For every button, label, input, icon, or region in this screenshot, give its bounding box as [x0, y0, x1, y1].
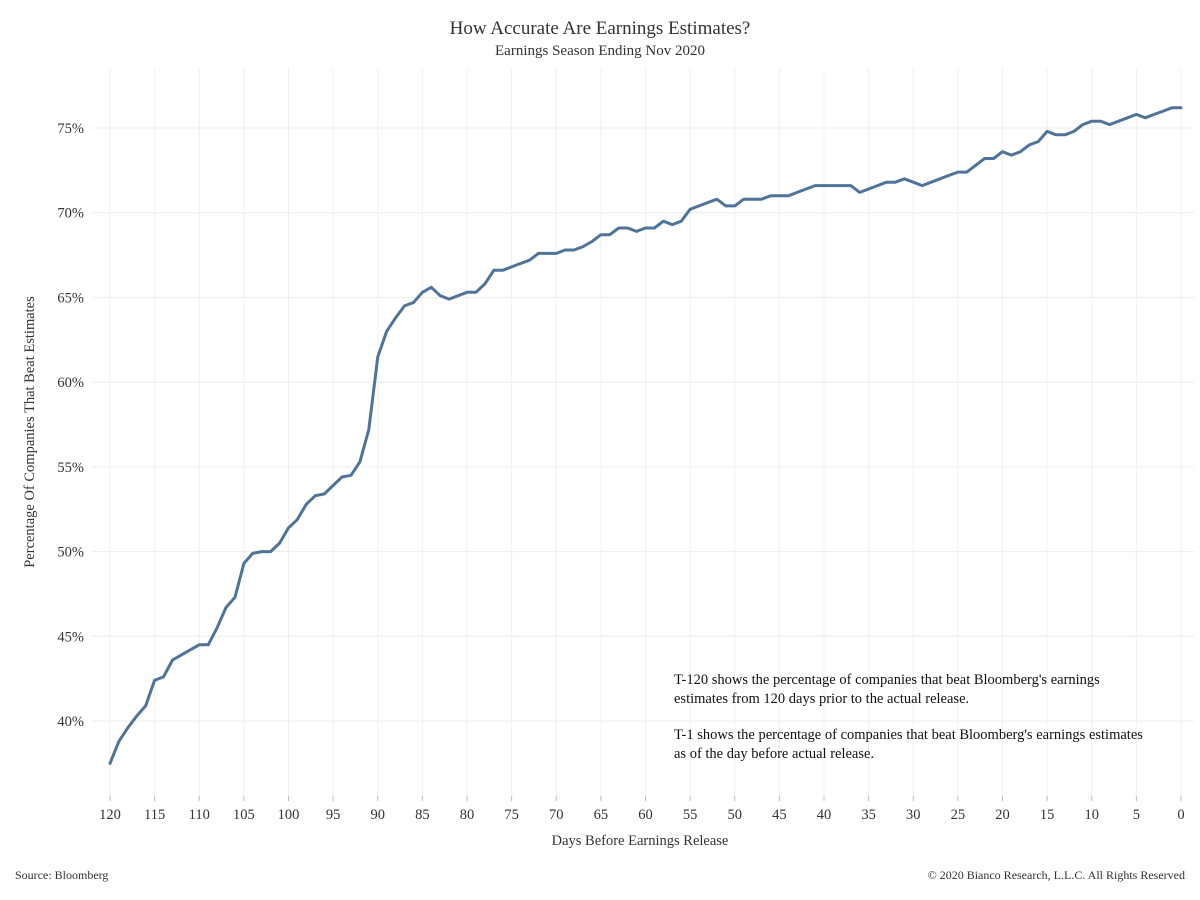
x-tick-label: 55 [683, 807, 698, 823]
y-tick-label: 50% [57, 545, 84, 561]
x-tick-label: 30 [906, 807, 921, 823]
x-tick-label: 60 [638, 807, 653, 823]
x-tick-label: 45 [772, 807, 787, 823]
x-tick-label: 10 [1085, 807, 1100, 823]
x-tick-label: 5 [1133, 807, 1140, 823]
x-tick-label: 90 [371, 807, 386, 823]
x-tick-label: 15 [1040, 807, 1055, 823]
y-tick-label: 75% [57, 121, 84, 137]
x-tick-label: 65 [594, 807, 609, 823]
x-tick-label: 50 [728, 807, 743, 823]
x-tick-label: 70 [549, 807, 564, 823]
x-tick-label: 85 [415, 807, 430, 823]
x-axis-label: Days Before Earnings Release [552, 833, 729, 849]
x-axis-ticks: 120 115 110 105 100 95 90 85 80 75 70 65 60 55 50 45 40 3… [99, 796, 1185, 823]
chart-grid [92, 68, 1194, 796]
copyright-note: © 2020 Bianco Research, L.L.C. All Right… [927, 868, 1185, 882]
y-tick-label: 45% [57, 629, 84, 645]
x-tick-label: 75 [504, 807, 519, 823]
chart-subtitle: Earnings Season Ending Nov 2020 [495, 43, 705, 59]
source-note: Source: Bloomberg [15, 868, 109, 882]
y-tick-label: 60% [57, 375, 84, 391]
x-tick-label: 115 [144, 807, 165, 823]
y-tick-label: 65% [57, 290, 84, 306]
x-tick-label: 0 [1177, 807, 1184, 823]
x-tick-label: 20 [995, 807, 1010, 823]
y-axis-ticks: 40% 45% 50% 55% 60% 65% 70% 75% [57, 121, 84, 730]
y-tick-label: 70% [57, 206, 84, 222]
y-tick-label: 55% [57, 460, 84, 476]
series-line [108, 106, 1183, 765]
annotation-t120: T-120 shows the percentage of companies … [674, 672, 1100, 707]
x-tick-label: 120 [99, 807, 121, 823]
x-tick-label: 80 [460, 807, 475, 823]
y-tick-label: 40% [57, 714, 84, 730]
chart-title: How Accurate Are Earnings Estimates? [449, 18, 751, 39]
annotation-t1: T-1 shows the percentage of companies th… [674, 727, 1143, 762]
y-axis-label: Percentage Of Companies That Beat Estima… [22, 296, 38, 568]
x-tick-label: 105 [233, 807, 255, 823]
x-tick-label: 110 [189, 807, 210, 823]
x-tick-label: 25 [951, 807, 966, 823]
x-tick-label: 35 [861, 807, 876, 823]
x-tick-label: 40 [817, 807, 832, 823]
x-tick-label: 95 [326, 807, 341, 823]
x-tick-label: 100 [278, 807, 300, 823]
series-layer [108, 106, 1183, 765]
